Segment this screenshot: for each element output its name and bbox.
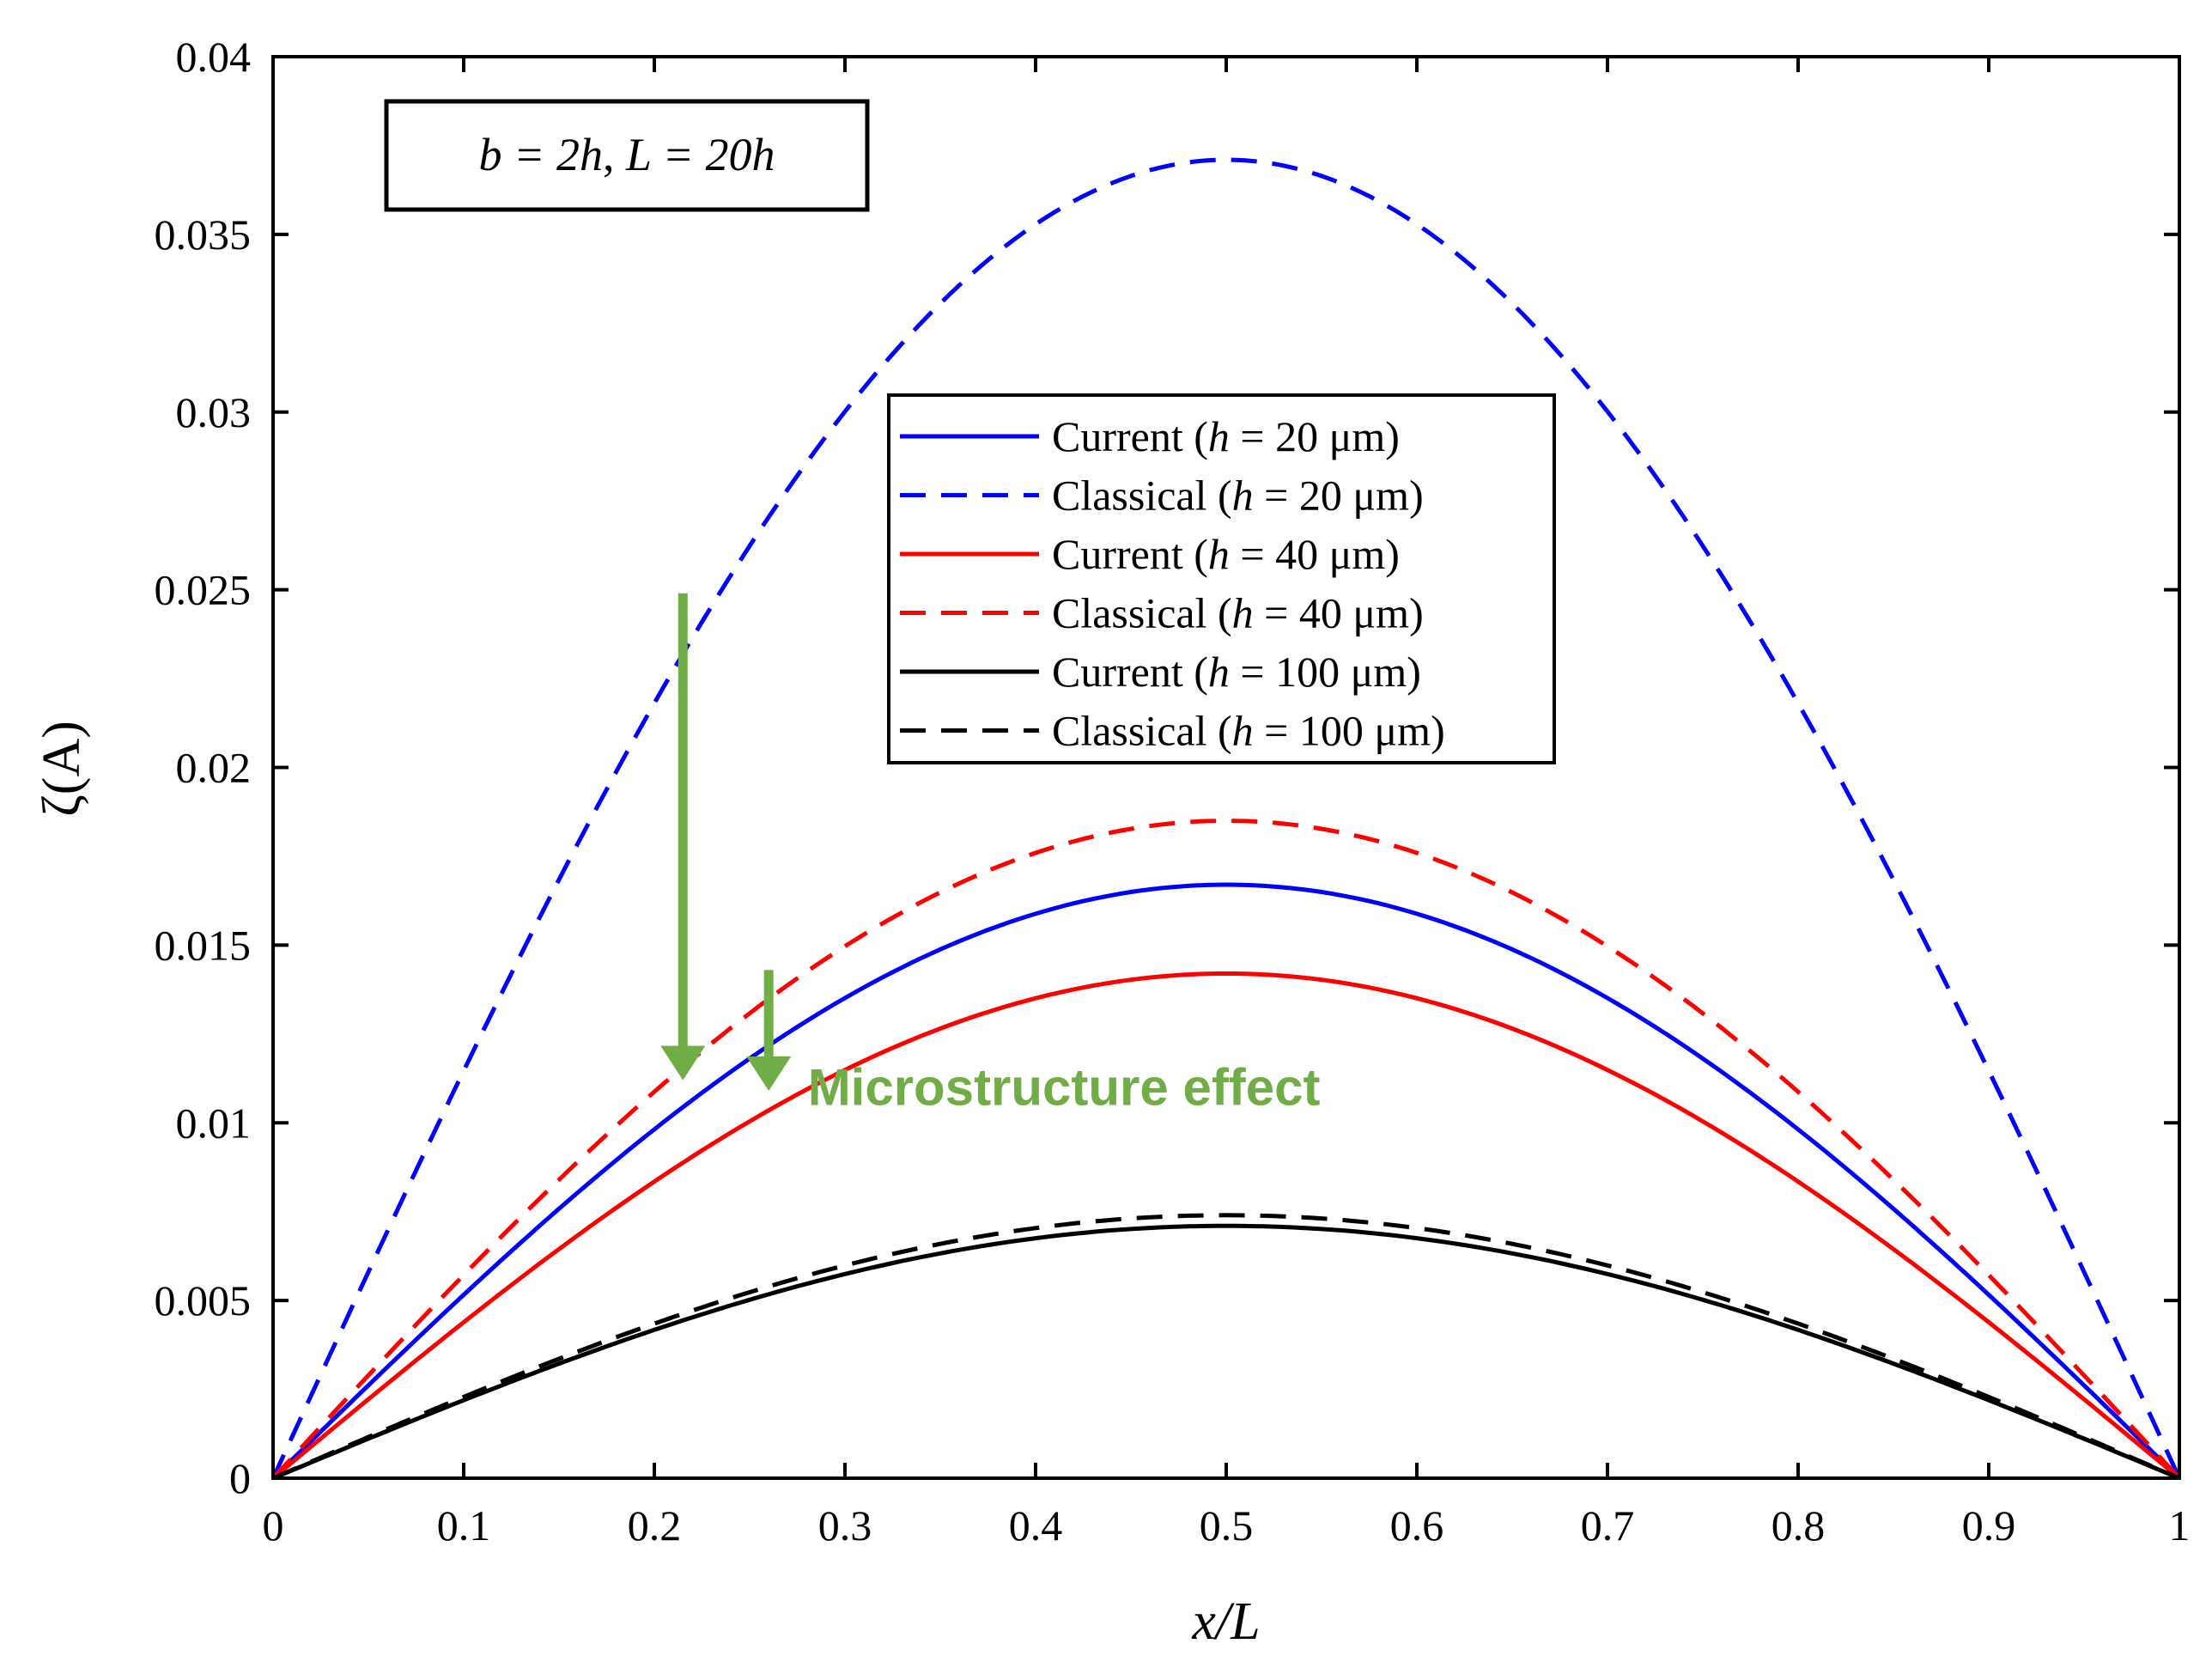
x-tick-label: 0.7 xyxy=(1581,1501,1635,1549)
y-tick-label: 0.03 xyxy=(176,388,252,436)
arrow-head-2 xyxy=(746,1056,792,1092)
tick-layer: 0 0.1 0.2 0.3 0.4 0.5 0.6 0.7 0.8 0.9 1 0 0.005 0.01 0… xyxy=(155,33,2191,1549)
y-tick-label: 0.02 xyxy=(176,744,252,792)
series-line-2 xyxy=(270,157,2182,1480)
y-tick-label: 0.005 xyxy=(155,1276,252,1324)
inset-L-part: L = 20h xyxy=(625,129,775,180)
series-layer xyxy=(270,157,2182,1481)
x-tick-label: 0.6 xyxy=(1390,1501,1444,1549)
x-tick-label: 0.9 xyxy=(1962,1501,2016,1549)
legend-entry: Classical (h = 40 μm) xyxy=(1052,589,1424,637)
inset-label: b = 2h, L = 20h xyxy=(479,129,775,180)
y-axis-title: ζ(A) xyxy=(33,721,91,817)
annotation-layer: Microstructure effect xyxy=(660,593,1321,1117)
y-tick-label: 0.015 xyxy=(155,921,252,969)
series-line-4 xyxy=(271,819,2181,1480)
inset-b-part: b = 2h xyxy=(479,129,603,180)
x-tick-label: 0.8 xyxy=(1771,1501,1826,1549)
y-tick-label: 0.035 xyxy=(155,210,252,259)
series-line-6 xyxy=(272,1213,2180,1481)
inset-label-box: b = 2h, L = 20h xyxy=(384,99,870,212)
legend-entry: Current (h = 20 μm) xyxy=(1052,412,1400,460)
legend-entry: Classical (h = 20 μm) xyxy=(1052,472,1424,520)
legend-entry: Current (h = 100 μm) xyxy=(1052,648,1421,696)
y-tick-label: 0.025 xyxy=(155,566,252,614)
series-line-5 xyxy=(272,1223,2180,1481)
x-tick-label: 0.2 xyxy=(628,1501,682,1549)
legend: Current (h = 20 μm) Classical (h = 20 μm)… xyxy=(887,393,1556,764)
x-tick-label: 0.1 xyxy=(437,1501,491,1549)
arrow-head-1 xyxy=(660,1045,706,1081)
legend-entry: Current (h = 40 μm) xyxy=(1052,530,1400,578)
legend-frame xyxy=(887,393,1556,764)
x-tick-label: 0.5 xyxy=(1200,1501,1254,1549)
microstructure-effect-label: Microstructure effect xyxy=(808,1059,1321,1117)
series-line-1 xyxy=(271,882,2181,1480)
x-tick-label: 0.4 xyxy=(1009,1501,1063,1549)
y-tick-label: 0 xyxy=(229,1454,251,1502)
x-tick-label: 0.3 xyxy=(818,1501,872,1549)
x-tick-label: 0 xyxy=(263,1501,284,1549)
legend-entry: Classical (h = 100 μm) xyxy=(1052,707,1445,755)
y-tick-label: 0.04 xyxy=(176,33,252,81)
series-line-3 xyxy=(271,971,2181,1480)
y-tick-label: 0.01 xyxy=(176,1099,252,1147)
x-axis-title: x/L xyxy=(1191,1592,1260,1651)
x-tick-label: 1 xyxy=(2169,1501,2191,1549)
inset-frame xyxy=(384,99,870,212)
